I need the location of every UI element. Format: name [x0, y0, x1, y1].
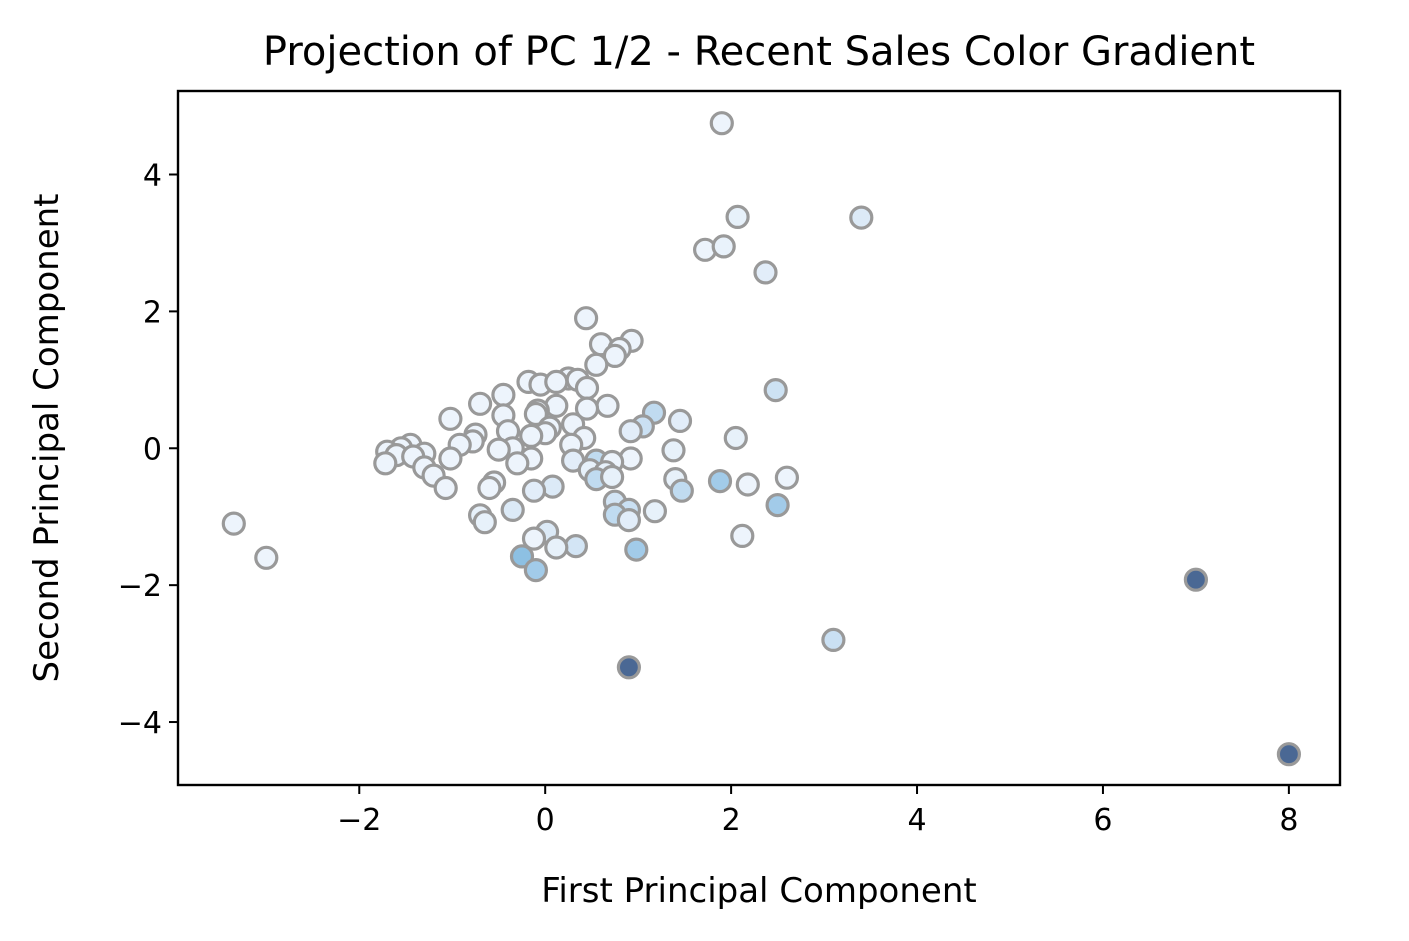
scatter-point [616, 507, 642, 533]
scatter-point [584, 352, 609, 377]
scatter-point [574, 396, 600, 421]
scatter-point [544, 535, 569, 560]
scatter-point [618, 419, 643, 444]
scatter-point [472, 510, 497, 535]
scatter-point [477, 475, 502, 501]
y-tick-label: −2 [118, 569, 162, 604]
scatter-point [624, 537, 649, 562]
x-tick-label: 8 [1279, 803, 1298, 838]
x-tick-label: 6 [1093, 803, 1112, 838]
scatter-point [373, 451, 398, 476]
y-tick-label: 4 [143, 158, 162, 193]
scatter-point [519, 423, 544, 448]
scatter-point [486, 437, 511, 462]
scatter-point [669, 478, 694, 503]
x-axis: −2 0 2 4 6 8 [337, 785, 1298, 838]
scatter-point [523, 557, 549, 583]
scatter-point [500, 497, 525, 522]
scatter-point [563, 533, 589, 559]
scatter-point [468, 391, 493, 416]
scatter-point [573, 306, 599, 331]
scatter-point [599, 464, 625, 490]
scatter-point [221, 511, 246, 536]
y-axis: −4 −2 0 2 4 [118, 158, 178, 741]
x-tick-label: 4 [907, 803, 926, 838]
scatter-point [725, 204, 750, 229]
scatter-point [730, 523, 755, 549]
chart-title: Projection of PC 1/2 - Recent Sales Colo… [263, 29, 1255, 75]
scatter-point [723, 425, 748, 451]
points-layer [221, 111, 1302, 767]
y-tick-label: −4 [118, 706, 162, 741]
scatter-point [763, 378, 788, 403]
scatter-point [438, 406, 463, 431]
scatter-point [544, 369, 569, 394]
scatter-point [1183, 567, 1209, 592]
scatter-point [616, 655, 642, 680]
x-tick-label: 0 [536, 803, 555, 838]
y-tick-label: 2 [143, 295, 162, 330]
scatter-point [661, 438, 686, 463]
scatter-point [735, 472, 760, 497]
scatter-point [595, 393, 620, 418]
scatter-point [254, 545, 279, 570]
x-tick-label: −2 [337, 803, 381, 838]
x-axis-label: First Principal Component [541, 871, 976, 911]
scatter-point [849, 205, 874, 230]
x-tick-label: 2 [722, 803, 741, 838]
scatter-point [1276, 742, 1302, 767]
scatter-point [642, 499, 668, 524]
y-tick-label: 0 [143, 432, 162, 467]
scatter-point [753, 260, 778, 285]
scatter-point [433, 475, 458, 501]
scatter-point [438, 446, 463, 471]
scatter-point [505, 451, 530, 476]
scatter-point [574, 375, 600, 401]
scatter-point [707, 469, 733, 494]
scatter-point [521, 526, 547, 551]
scatter-point [765, 493, 790, 518]
scatter-point [521, 478, 547, 503]
scatter-point [774, 465, 800, 490]
y-axis-label: Second Principal Component [27, 193, 67, 682]
scatter-point [667, 408, 693, 433]
plot-frame [176, 89, 1342, 787]
scatter-point [821, 627, 846, 653]
scatter-point [491, 382, 516, 407]
scatter-point [711, 234, 736, 259]
scatter-point [709, 111, 734, 136]
